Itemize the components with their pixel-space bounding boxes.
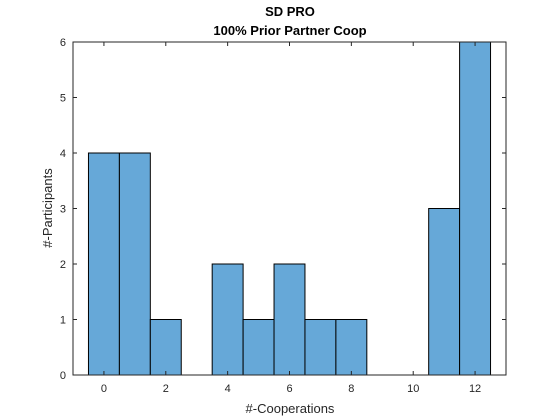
bar-1 xyxy=(118,152,151,376)
chart-title: SD PRO xyxy=(265,4,315,19)
x-axis-label: #-Cooperations xyxy=(246,401,335,416)
x-tick-label: 0 xyxy=(101,383,107,395)
bar-0 xyxy=(87,152,120,376)
x-tick-label: 6 xyxy=(286,383,292,395)
bar-12 xyxy=(459,41,492,376)
x-tick-label: 10 xyxy=(407,383,419,395)
y-axis-ticks: 0 1 2 3 4 5 6 xyxy=(60,37,506,382)
y-tick-label: 6 xyxy=(60,37,66,49)
y-tick-label: 3 xyxy=(60,204,66,216)
bar-5 xyxy=(242,319,275,376)
x-tick-label: 12 xyxy=(469,383,481,395)
y-tick-label: 1 xyxy=(60,315,66,327)
y-tick-label: 2 xyxy=(60,259,66,271)
x-tick-label: 4 xyxy=(225,383,231,395)
chart-subtitle: 100% Prior Partner Coop xyxy=(213,23,366,38)
bar-8 xyxy=(335,319,368,376)
y-tick-label: 5 xyxy=(60,93,66,105)
y-tick-label: 0 xyxy=(60,370,66,382)
x-tick-label: 2 xyxy=(163,383,169,395)
bar-2 xyxy=(149,319,182,376)
bars-group xyxy=(87,41,492,376)
y-axis-label: #-Participants xyxy=(40,168,55,248)
bar-6 xyxy=(273,263,306,376)
bar-4 xyxy=(211,263,244,376)
x-tick-label: 8 xyxy=(348,383,354,395)
y-tick-label: 4 xyxy=(60,148,66,160)
bar-7 xyxy=(304,319,337,376)
x-axis-ticks: 0 2 4 6 8 10 12 xyxy=(101,42,481,395)
bar-11 xyxy=(428,208,461,376)
